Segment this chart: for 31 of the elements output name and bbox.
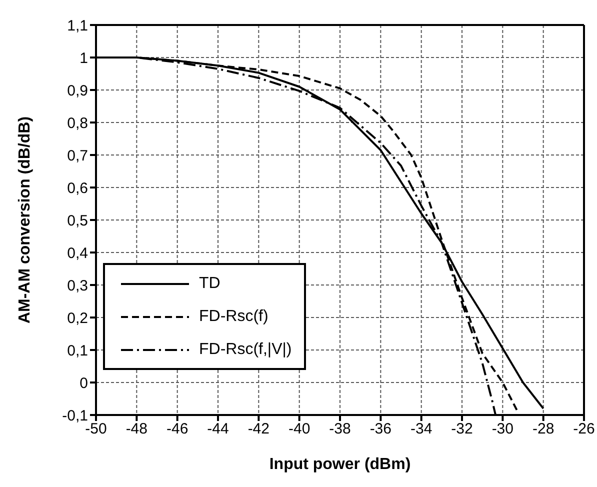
x-tick-label: -26 <box>573 420 595 438</box>
x-tick-label: -48 <box>126 420 148 438</box>
y-tick-label: 0,5 <box>67 212 88 230</box>
y-tick-label: 0,4 <box>67 244 88 262</box>
y-tick-label: 0 <box>80 374 88 392</box>
y-tick-label: 0,3 <box>67 277 88 294</box>
x-tick-label: -42 <box>248 420 270 438</box>
x-tick-label: -50 <box>85 420 107 438</box>
x-tick-label: -40 <box>288 420 310 438</box>
x-tick-label: -44 <box>207 420 229 438</box>
x-tick-label: -28 <box>532 420 554 438</box>
x-axis-title: Input power (dBm) <box>269 456 411 473</box>
legend-label: TD <box>199 274 220 292</box>
x-tick-label: -32 <box>451 420 473 438</box>
y-tick-label: 1,1 <box>67 17 88 34</box>
y-tick-label: -0,1 <box>62 407 88 424</box>
legend-label: FD-Rsc(f,|V|) <box>199 340 292 358</box>
y-tick-label: 0,1 <box>67 342 88 360</box>
y-tick-label: 0,8 <box>67 114 88 132</box>
x-tick-label: -30 <box>492 420 514 438</box>
y-tick-label: 1 <box>80 50 88 67</box>
x-tick-label: -34 <box>410 420 432 438</box>
y-tick-label: 0,9 <box>67 82 88 100</box>
x-tick-label: -38 <box>329 420 351 438</box>
legend-label: FD-Rsc(f) <box>199 308 268 326</box>
x-tick-label: -36 <box>370 420 392 438</box>
y-tick-label: 0,6 <box>67 180 88 197</box>
x-tick-label: -46 <box>166 420 188 438</box>
y-tick-label: 0,7 <box>67 147 88 164</box>
y-axis-title: AM-AM conversion (dB/dB) <box>16 116 34 324</box>
y-tick-label: 0,2 <box>67 310 88 327</box>
